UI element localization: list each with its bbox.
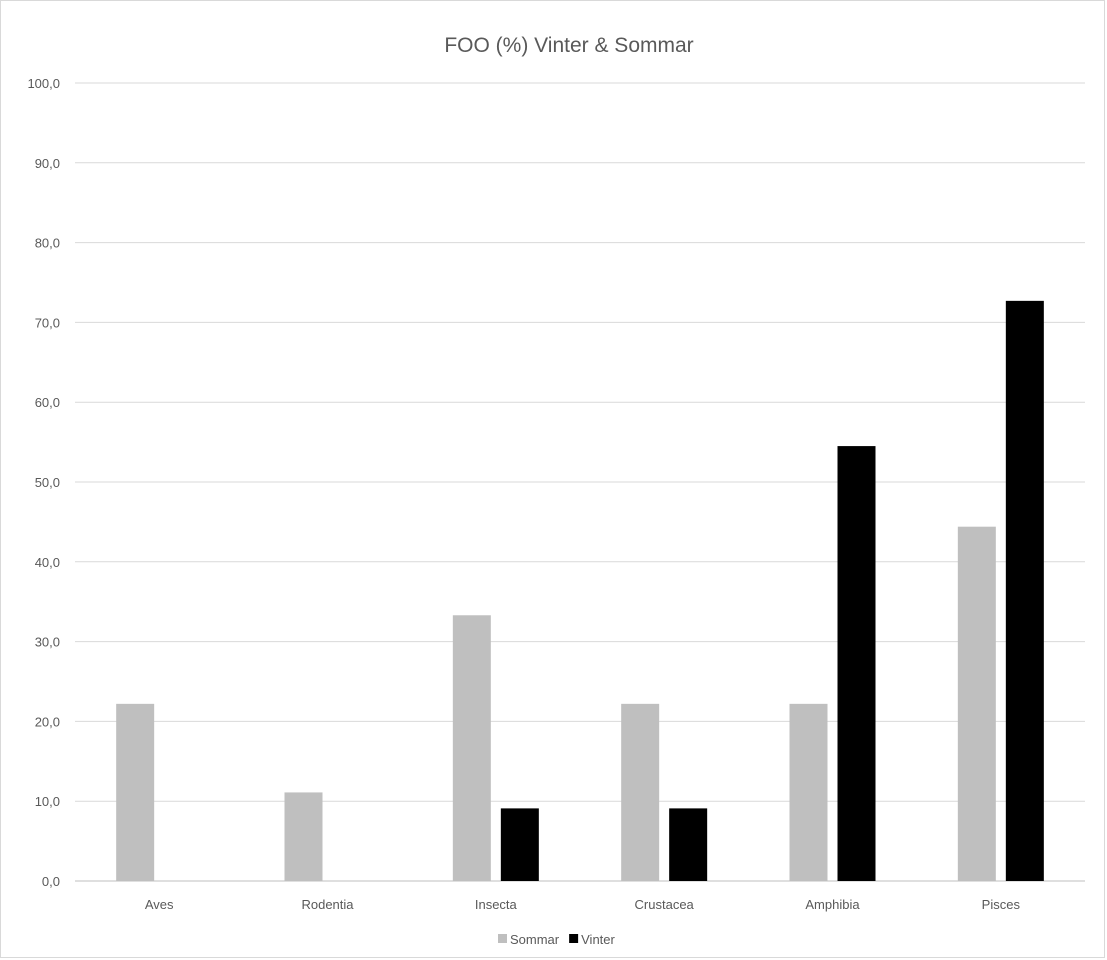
y-tick-label: 50,0 [35, 475, 60, 490]
y-tick-label: 40,0 [35, 555, 60, 570]
bar-vinter-crustacea [669, 808, 708, 881]
x-tick-label: Amphibia [805, 897, 860, 912]
bars [116, 300, 1044, 881]
bar-sommar-amphibia [789, 703, 828, 881]
bar-sommar-insecta [452, 615, 491, 881]
bar-sommar-aves [116, 703, 155, 881]
bar-sommar-pisces [957, 526, 996, 881]
bar-vinter-pisces [1005, 300, 1044, 881]
x-tick-label: Aves [145, 897, 174, 912]
x-tick-label: Pisces [982, 897, 1021, 912]
legend-label-vinter: Vinter [581, 932, 615, 947]
bar-sommar-rodentia [284, 792, 323, 881]
gridlines [75, 82, 1085, 882]
y-tick-label: 10,0 [35, 794, 60, 809]
chart-title: FOO (%) Vinter & Sommar [444, 34, 693, 57]
legend: Sommar Vinter [498, 932, 616, 947]
legend-label-sommar: Sommar [510, 932, 560, 947]
y-tick-label: 90,0 [35, 156, 60, 171]
bar-vinter-amphibia [837, 446, 876, 881]
x-tick-label: Rodentia [301, 897, 354, 912]
x-axis-ticks: Aves Rodentia Insecta Crustacea Amphibia Pisc… [145, 897, 1021, 912]
y-tick-label: 0,0 [42, 874, 60, 889]
x-tick-label: Crustacea [635, 897, 695, 912]
bar-vinter-insecta [500, 808, 539, 881]
legend-swatch-vinter [569, 934, 579, 943]
y-tick-label: 30,0 [35, 635, 60, 650]
y-axis-ticks: 0,0 10,0 20,0 30,0 40,0 50,0 60,0 70,0 80,0 90,0 1… [27, 76, 60, 889]
bar-sommar-crustacea [621, 703, 660, 881]
y-tick-label: 20,0 [35, 714, 60, 729]
legend-swatch-sommar [498, 934, 507, 943]
x-tick-label: Insecta [475, 897, 518, 912]
y-tick-label: 70,0 [35, 315, 60, 330]
y-tick-label: 80,0 [35, 236, 60, 251]
y-tick-label: 60,0 [35, 395, 60, 410]
y-tick-label: 100,0 [27, 76, 60, 91]
